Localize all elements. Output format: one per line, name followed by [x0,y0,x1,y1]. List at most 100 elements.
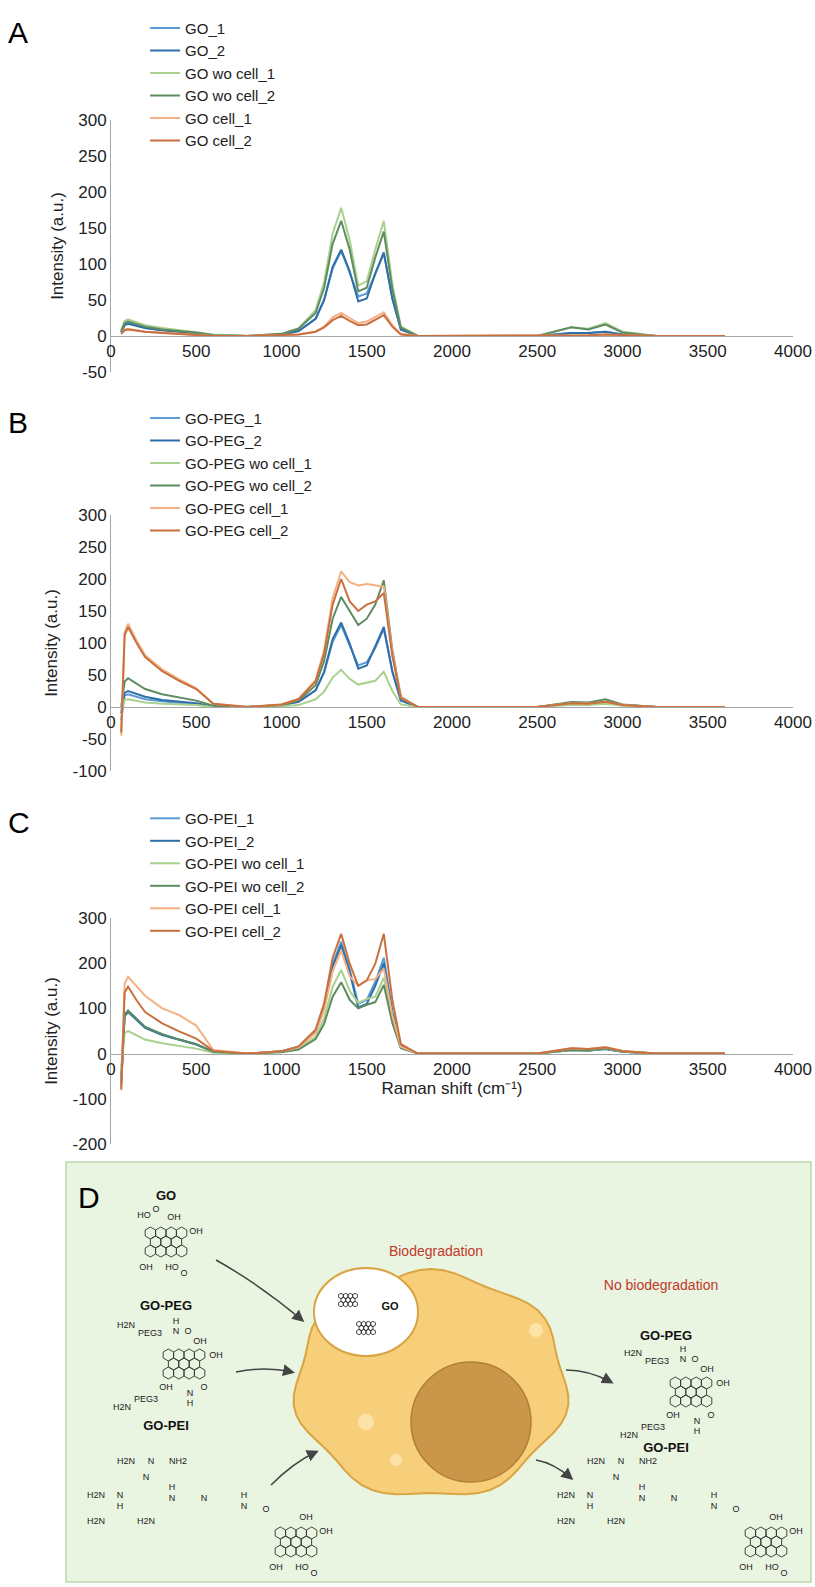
svg-text:150: 150 [78,602,106,621]
svg-text:GO-PEG: GO-PEG [640,1328,692,1343]
svg-text:0: 0 [106,342,115,361]
svg-text:2500: 2500 [518,342,556,361]
svg-text:N: N [680,1354,687,1364]
svg-text:0: 0 [106,713,115,732]
svg-text:N: N [711,1501,718,1511]
svg-text:GO: GO [156,1188,176,1203]
svg-text:H2N: H2N [117,1456,135,1466]
svg-text:4000: 4000 [774,1060,812,1079]
svg-text:N: N [201,1493,208,1503]
svg-text:GO-PEI cell_1: GO-PEI cell_1 [185,900,281,917]
svg-text:GO-PEG_2: GO-PEG_2 [185,432,262,449]
svg-text:N: N [587,1490,594,1500]
svg-text:GO-PEG: GO-PEG [140,1298,192,1313]
svg-text:500: 500 [182,342,210,361]
svg-text:H2N: H2N [137,1516,155,1526]
svg-text:N: N [618,1456,625,1466]
svg-text:200: 200 [78,183,106,202]
svg-text:H: H [187,1398,194,1408]
svg-text:100: 100 [78,255,106,274]
svg-text:200: 200 [78,570,106,589]
svg-text:H2N: H2N [87,1490,105,1500]
svg-text:No biodegradation: No biodegradation [604,1277,718,1293]
svg-text:4000: 4000 [774,342,812,361]
svg-text:OH: OH [666,1410,680,1420]
svg-text:500: 500 [182,713,210,732]
svg-text:GO-PEG cell_2: GO-PEG cell_2 [185,522,288,539]
svg-text:Biodegradation: Biodegradation [389,1243,483,1259]
svg-text:NH2: NH2 [639,1456,657,1466]
svg-text:GO-PEI: GO-PEI [143,1418,189,1433]
svg-text:-200: -200 [73,1135,107,1154]
svg-text:N: N [148,1456,155,1466]
svg-text:OH: OH [159,1382,173,1392]
svg-text:N: N [671,1493,678,1503]
svg-text:1500: 1500 [348,713,386,732]
svg-text:O: O [732,1504,739,1514]
svg-text:2000: 2000 [433,713,471,732]
svg-text:100: 100 [78,999,106,1018]
svg-text:3000: 3000 [604,342,642,361]
svg-text:OH: OH [739,1562,753,1572]
svg-text:H: H [241,1490,248,1500]
svg-text:H: H [117,1501,124,1511]
svg-text:N: N [613,1472,620,1482]
svg-text:OH: OH [789,1526,803,1536]
svg-text:O: O [691,1354,698,1364]
svg-text:N: N [187,1388,194,1398]
svg-text:H: H [694,1426,701,1436]
svg-text:H2N: H2N [113,1402,131,1412]
svg-text:N: N [169,1493,176,1503]
svg-text:0: 0 [97,698,106,717]
svg-text:H: H [680,1344,687,1354]
svg-text:H2N: H2N [620,1430,638,1440]
svg-text:PEG3: PEG3 [138,1328,162,1338]
svg-text:GO-PEI_1: GO-PEI_1 [185,810,254,827]
svg-text:250: 250 [78,538,106,557]
svg-text:N: N [639,1493,646,1503]
svg-text:3000: 3000 [604,713,642,732]
svg-text:-100: -100 [73,762,107,781]
svg-text:0: 0 [106,1060,115,1079]
svg-text:H: H [169,1482,176,1492]
svg-text:H2N: H2N [557,1490,575,1500]
svg-text:GO-PEG wo cell_2: GO-PEG wo cell_2 [185,477,312,494]
svg-text:GO wo cell_1: GO wo cell_1 [185,65,275,82]
svg-text:3500: 3500 [689,713,727,732]
svg-text:2000: 2000 [433,342,471,361]
svg-text:OH: OH [269,1562,283,1572]
svg-text:GO-PEG cell_1: GO-PEG cell_1 [185,500,288,517]
svg-text:50: 50 [88,666,107,685]
svg-text:3500: 3500 [689,1060,727,1079]
svg-text:GO wo cell_2: GO wo cell_2 [185,87,275,104]
svg-text:0: 0 [97,1045,106,1064]
svg-text:OH: OH [167,1212,181,1222]
svg-text:300: 300 [78,111,106,130]
svg-text:GO cell_2: GO cell_2 [185,132,252,149]
svg-text:50: 50 [88,291,107,310]
svg-text:OH: OH [209,1350,223,1360]
svg-text:2000: 2000 [433,1060,471,1079]
svg-text:D: D [78,1181,100,1214]
svg-text:300: 300 [78,909,106,928]
svg-text:4000: 4000 [774,713,812,732]
svg-text:HO: HO [765,1562,779,1572]
svg-text:H2N: H2N [607,1516,625,1526]
svg-text:Intensity (a.u.): Intensity (a.u.) [42,589,61,697]
svg-text:GO: GO [381,1300,399,1312]
svg-text:GO-PEI wo cell_2: GO-PEI wo cell_2 [185,878,304,895]
svg-text:H2N: H2N [587,1456,605,1466]
svg-text:N: N [694,1416,701,1426]
svg-text:N: N [173,1326,180,1336]
svg-text:GO_1: GO_1 [185,20,225,37]
svg-text:GO cell_1: GO cell_1 [185,110,252,127]
svg-text:300: 300 [78,506,106,525]
svg-text:PEG3: PEG3 [645,1356,669,1366]
svg-text:PEG3: PEG3 [641,1422,665,1432]
svg-text:O: O [200,1382,207,1392]
svg-text:O: O [152,1204,159,1214]
svg-text:1500: 1500 [348,1060,386,1079]
svg-text:OH: OH [769,1512,783,1522]
svg-text:H: H [711,1490,718,1500]
svg-text:H: H [587,1501,594,1511]
